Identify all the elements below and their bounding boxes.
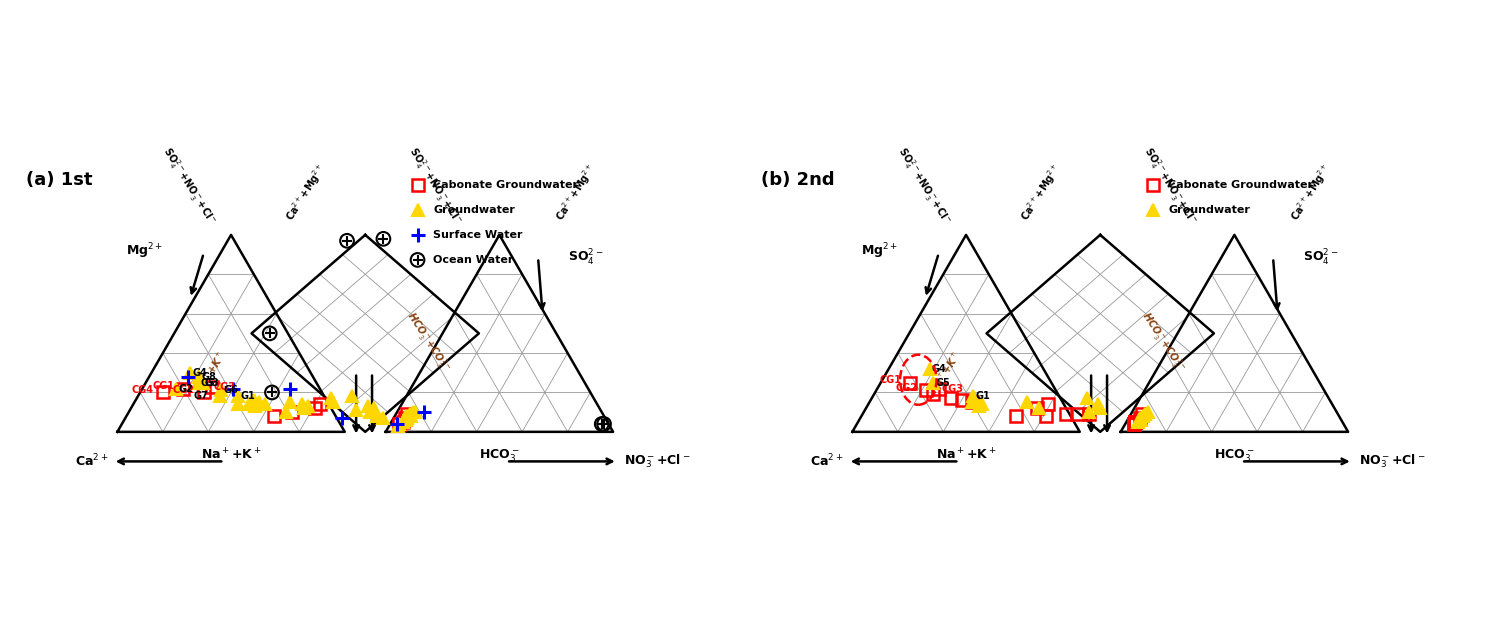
Text: Na$^+$+K$^+$: Na$^+$+K$^+$ <box>201 448 261 463</box>
Text: HCO$_3^-$: HCO$_3^-$ <box>478 448 519 464</box>
Text: (a) 1st: (a) 1st <box>27 171 93 189</box>
Text: CG3: CG3 <box>214 381 236 392</box>
Text: Cabonate Groundwater: Cabonate Groundwater <box>1168 180 1314 190</box>
Text: G7: G7 <box>194 392 208 401</box>
Text: Mg$^{2+}$: Mg$^{2+}$ <box>126 241 164 261</box>
Text: SO$_4^{2-}$: SO$_4^{2-}$ <box>567 247 603 268</box>
Text: Na$^+$+K$^+$: Na$^+$+K$^+$ <box>927 349 964 396</box>
Text: Ca$^{2+}$: Ca$^{2+}$ <box>75 453 108 469</box>
Text: G4: G4 <box>932 364 946 374</box>
Text: Na$^+$+K$^+$: Na$^+$+K$^+$ <box>936 448 996 463</box>
Text: G4: G4 <box>192 368 207 378</box>
Text: HCO$_3^-$: HCO$_3^-$ <box>1214 448 1254 464</box>
Text: CG2: CG2 <box>172 385 195 395</box>
Text: Ocean Water: Ocean Water <box>433 255 514 265</box>
Text: Ca$^{2+}$+Mg$^{2+}$: Ca$^{2+}$+Mg$^{2+}$ <box>1288 160 1335 223</box>
Text: Cabonate Groundwater: Cabonate Groundwater <box>433 180 579 190</box>
Text: G5: G5 <box>936 377 950 388</box>
Text: SO$_4^{2-}$+NO$_3^-$+Cl$^-$: SO$_4^{2-}$+NO$_3^-$+Cl$^-$ <box>159 144 219 228</box>
Text: CG1: CG1 <box>152 381 174 392</box>
Text: Na$^+$+K$^+$: Na$^+$+K$^+$ <box>192 349 230 396</box>
Text: Groundwater: Groundwater <box>433 205 516 215</box>
Text: SO$_4^{2-}$+NO$_3^-$+Cl$^-$: SO$_4^{2-}$+NO$_3^-$+Cl$^-$ <box>1138 144 1200 228</box>
Text: HCO$_3^-$+CO$_3^{2-}$: HCO$_3^-$+CO$_3^{2-}$ <box>402 309 453 376</box>
Text: G6: G6 <box>224 386 238 395</box>
Text: Ca$^{2+}$+Mg$^{2+}$: Ca$^{2+}$+Mg$^{2+}$ <box>282 160 330 223</box>
Text: SO$_4^{2-}$+NO$_3^-$+Cl$^-$: SO$_4^{2-}$+NO$_3^-$+Cl$^-$ <box>894 144 954 228</box>
Text: NO$_3^-$+Cl$^-$: NO$_3^-$+Cl$^-$ <box>1359 453 1426 470</box>
Text: CG2: CG2 <box>896 383 916 393</box>
Text: G3: G3 <box>206 377 219 388</box>
Text: NO$_3^-$+Cl$^-$: NO$_3^-$+Cl$^-$ <box>624 453 692 470</box>
Text: G5: G5 <box>201 377 214 388</box>
Text: Groundwater: Groundwater <box>1168 205 1251 215</box>
Text: Surface Water: Surface Water <box>433 230 524 240</box>
Text: Ca$^{2+}$: Ca$^{2+}$ <box>810 453 843 469</box>
Text: Ca$^{2+}$+Mg$^{2+}$: Ca$^{2+}$+Mg$^{2+}$ <box>1017 160 1065 223</box>
Text: Ca$^{2+}$+Mg$^{2+}$: Ca$^{2+}$+Mg$^{2+}$ <box>554 160 600 223</box>
Text: G1: G1 <box>240 392 255 401</box>
Text: CG1: CG1 <box>879 375 902 385</box>
Text: (b) 2nd: (b) 2nd <box>762 171 836 189</box>
Text: Mg$^{2+}$: Mg$^{2+}$ <box>861 241 898 261</box>
Text: CG4: CG4 <box>132 385 153 395</box>
Text: SO$_4^{2-}$: SO$_4^{2-}$ <box>1302 247 1338 268</box>
Text: G1: G1 <box>975 392 990 401</box>
Text: CG3: CG3 <box>940 384 963 393</box>
Text: HCO$_3^-$+CO$_3^{2-}$: HCO$_3^-$+CO$_3^{2-}$ <box>1137 309 1188 376</box>
Text: SO$_4^{2-}$+NO$_3^-$+Cl$^-$: SO$_4^{2-}$+NO$_3^-$+Cl$^-$ <box>404 144 465 228</box>
Text: G8: G8 <box>201 372 216 382</box>
Text: G2: G2 <box>178 384 194 393</box>
